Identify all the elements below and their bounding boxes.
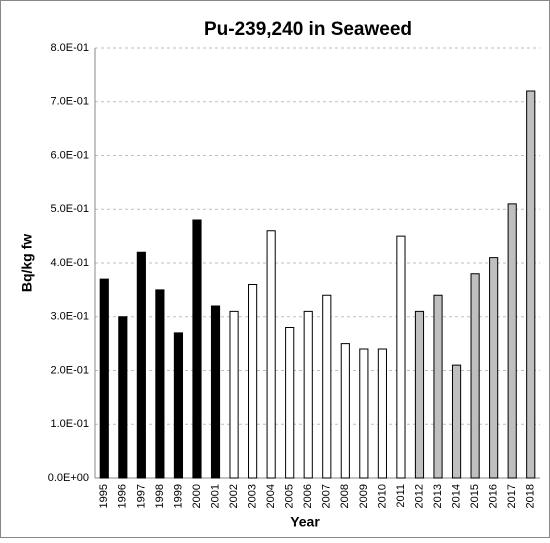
- x-tick-label: 2005: [284, 484, 296, 508]
- x-tick-label: 2002: [228, 484, 240, 508]
- x-tick-label: 2008: [339, 484, 351, 508]
- bar: [285, 327, 295, 479]
- bar: [155, 289, 165, 479]
- y-tick-label: 3.0E-01: [50, 311, 89, 323]
- x-tick-label: 2004: [265, 484, 277, 508]
- bar: [414, 310, 425, 479]
- x-tick-label: 2006: [302, 484, 314, 508]
- x-tick-label: 2000: [191, 484, 203, 508]
- x-tick-label: 2016: [488, 484, 500, 508]
- bar: [229, 310, 239, 479]
- y-tick-label: 8.0E-01: [50, 42, 89, 54]
- y-tick-label: 4.0E-01: [50, 257, 89, 269]
- chart-title: Pu-239,240 in Seaweed: [204, 19, 412, 40]
- x-tick-label: 1995: [98, 484, 110, 508]
- x-tick-label: 2018: [525, 484, 537, 508]
- y-axis-title: Bq/kg fw: [19, 234, 35, 292]
- bar: [377, 348, 387, 479]
- x-tick-label: 2007: [321, 484, 333, 508]
- x-tick-label: 2014: [450, 484, 462, 508]
- x-tick-label: 2013: [432, 484, 444, 508]
- bar: [433, 294, 443, 479]
- y-tick-label: 1.0E-01: [50, 418, 89, 430]
- bar: [192, 219, 202, 479]
- x-tick-label: 2012: [413, 484, 425, 508]
- x-tick-label: 1996: [117, 484, 129, 508]
- bar: [99, 278, 109, 479]
- bar: [359, 348, 369, 479]
- bar: [136, 251, 146, 479]
- y-tick-label: 0.0E+00: [48, 472, 89, 484]
- y-tick-label: 5.0E-01: [50, 203, 89, 215]
- x-tick-label: 2010: [376, 484, 388, 508]
- bar: [340, 343, 350, 479]
- bar: [526, 90, 536, 479]
- bar: [210, 305, 221, 479]
- bar: [303, 310, 313, 479]
- y-tick-label: 2.0E-01: [50, 364, 89, 376]
- bar: [507, 203, 517, 479]
- x-axis-title: Year: [290, 514, 320, 530]
- bar: [118, 316, 128, 479]
- bar: [489, 257, 499, 479]
- bar: [470, 273, 480, 479]
- x-tick-label: 2011: [395, 484, 407, 508]
- x-tick-label: 2001: [209, 484, 221, 508]
- x-tick-label: 2009: [358, 484, 370, 508]
- bar: [451, 364, 462, 479]
- bar: [396, 235, 406, 479]
- bar: [248, 284, 258, 479]
- y-tick-label: 7.0E-01: [50, 96, 89, 108]
- x-tick-label: 2017: [506, 484, 518, 508]
- bar: [322, 294, 332, 479]
- x-tick-label: 1999: [172, 484, 184, 508]
- x-tick-label: 1998: [154, 484, 166, 508]
- x-tick-label: 2015: [469, 484, 481, 508]
- x-tick-label: 2003: [247, 484, 259, 508]
- x-tick-label: 1997: [135, 484, 147, 508]
- bar: [173, 332, 184, 479]
- bar: [266, 230, 276, 479]
- y-tick-label: 6.0E-01: [50, 149, 89, 161]
